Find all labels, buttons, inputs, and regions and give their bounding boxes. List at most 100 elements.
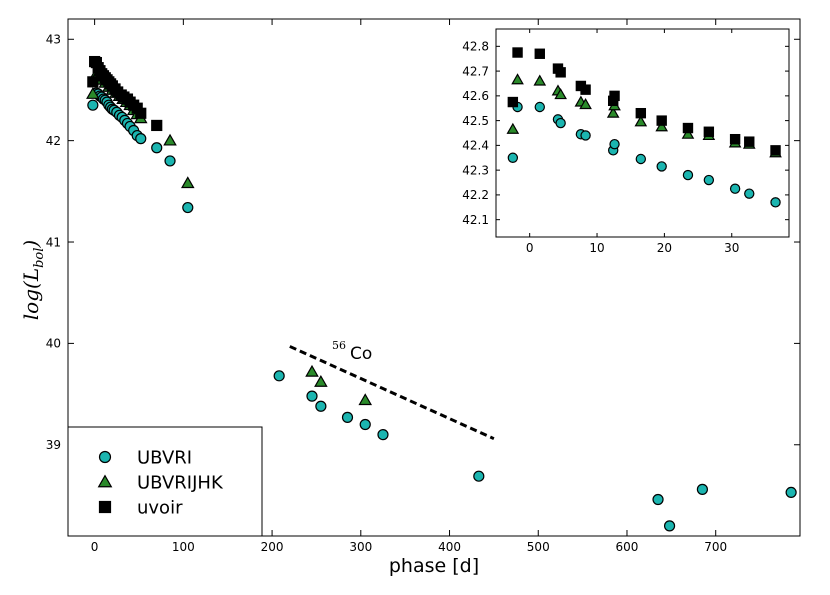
data-point-square (555, 67, 566, 78)
legend-label: UBVRI (137, 448, 192, 469)
inset-y-axis: 42.1 42.2 42.3 42.4 42.5 42.6 42.7 42.8 (462, 40, 789, 227)
x-tick-label: 200 (261, 540, 284, 554)
data-point-triangle (655, 120, 669, 132)
data-point-triangle (511, 73, 524, 85)
data-point-circle (315, 400, 327, 412)
y-tick-label: 42.1 (462, 213, 489, 227)
data-point-circle (306, 390, 318, 402)
data-point-circle (744, 188, 755, 199)
x-tick-label: 30 (724, 241, 739, 255)
x-tick-label: 10 (589, 241, 604, 255)
data-point-circle (729, 183, 741, 194)
x-tick-label: 500 (527, 540, 550, 554)
legend-marker-square (98, 500, 112, 514)
data-point-triangle (506, 122, 520, 134)
data-point-circle (164, 155, 176, 167)
data-point-square (87, 76, 99, 88)
x-tick-label: 600 (616, 540, 639, 554)
y-tick-label: 41 (46, 235, 61, 249)
legend-marker-triangle (97, 474, 113, 488)
y-tick-label: 43 (46, 33, 61, 47)
y-tick-label: 42.6 (462, 89, 489, 103)
co56-decay-line (289, 345, 495, 441)
x-tick-label: 700 (704, 540, 727, 554)
data-point-triangle (634, 115, 648, 127)
data-point-circle (151, 142, 163, 154)
inset-plot-frame (495, 28, 790, 238)
legend-label: UBVRIJHK (137, 473, 224, 494)
main-x-axis: 0 100 200 300 400 500 600 700 (91, 19, 727, 554)
data-point-square (729, 133, 741, 145)
inset-data-points (506, 47, 782, 208)
series-uvoir (507, 47, 781, 156)
inset-plot-background (496, 29, 789, 237)
data-point-square (534, 48, 545, 59)
data-point-circle (135, 133, 147, 145)
data-point-circle (696, 483, 709, 495)
legend-label: uvoir (137, 498, 183, 519)
x-tick-label: 400 (438, 540, 461, 554)
y-tick-label: 42.7 (462, 64, 489, 78)
data-point-triangle (681, 127, 695, 139)
data-point-circle (534, 101, 545, 113)
legend: UBVRI UBVRIJHK uvoir (67, 426, 263, 537)
data-point-square (151, 119, 163, 132)
main-plot-frame (67, 18, 801, 537)
data-point-triangle (180, 176, 195, 189)
data-point-circle (635, 153, 647, 165)
data-point-circle (555, 117, 566, 129)
data-point-triangle (86, 87, 100, 99)
co56-label: 56 Co (332, 339, 372, 364)
data-point-triangle (163, 133, 177, 146)
y-tick-label: 42.3 (462, 163, 489, 177)
data-point-triangle (606, 106, 620, 118)
data-point-triangle (533, 74, 547, 86)
y-tick-label: 42 (46, 134, 61, 148)
data-point-square (580, 84, 591, 95)
data-point-square (703, 126, 715, 137)
y-tick-label: 40 (46, 337, 61, 351)
data-point-square (770, 145, 781, 156)
data-point-circle (377, 429, 389, 441)
data-point-square (512, 47, 523, 58)
y-tick-label: 42.8 (462, 40, 489, 54)
inset-plot: 0 10 20 30 42.1 42.2 42.3 42.4 42.5 42.6 42.7 42.8 (462, 28, 790, 255)
data-point-circle (87, 99, 99, 111)
data-point-circle (341, 411, 354, 423)
data-point-circle (682, 169, 694, 181)
svg-text:Co: Co (350, 344, 372, 364)
data-point-circle (359, 418, 371, 431)
data-point-square (135, 107, 147, 119)
data-point-square (507, 96, 519, 108)
x-tick-label: 0 (91, 540, 99, 554)
data-point-triangle (554, 88, 567, 100)
x-tick-label: 300 (349, 540, 372, 554)
inset-x-axis: 0 10 20 30 (526, 29, 739, 255)
data-point-square (635, 107, 647, 119)
main-y-axis: 39 40 41 42 43 (46, 33, 800, 452)
series-ubvri (87, 87, 797, 532)
data-point-circle (663, 520, 676, 532)
series-uvoir (87, 55, 163, 132)
data-point-circle (703, 174, 715, 186)
data-point-square (656, 115, 667, 126)
data-point-square (682, 122, 694, 134)
data-point-triangle (305, 364, 319, 377)
y-tick-label: 42.2 (462, 188, 489, 202)
data-point-square (744, 136, 755, 147)
x-tick-label: 100 (172, 540, 195, 554)
y-tick-label: 42.5 (462, 114, 489, 128)
data-point-triangle (579, 98, 592, 110)
data-point-circle (770, 197, 781, 208)
x-tick-label: 20 (657, 241, 672, 255)
data-point-circle (580, 130, 591, 141)
data-point-circle (182, 201, 194, 214)
data-point-circle (785, 486, 797, 499)
data-point-circle (652, 493, 664, 506)
co56-annotation (289, 345, 495, 441)
y-tick-label: 42.4 (462, 139, 489, 153)
data-point-circle (473, 470, 485, 482)
data-point-triangle (314, 374, 328, 387)
